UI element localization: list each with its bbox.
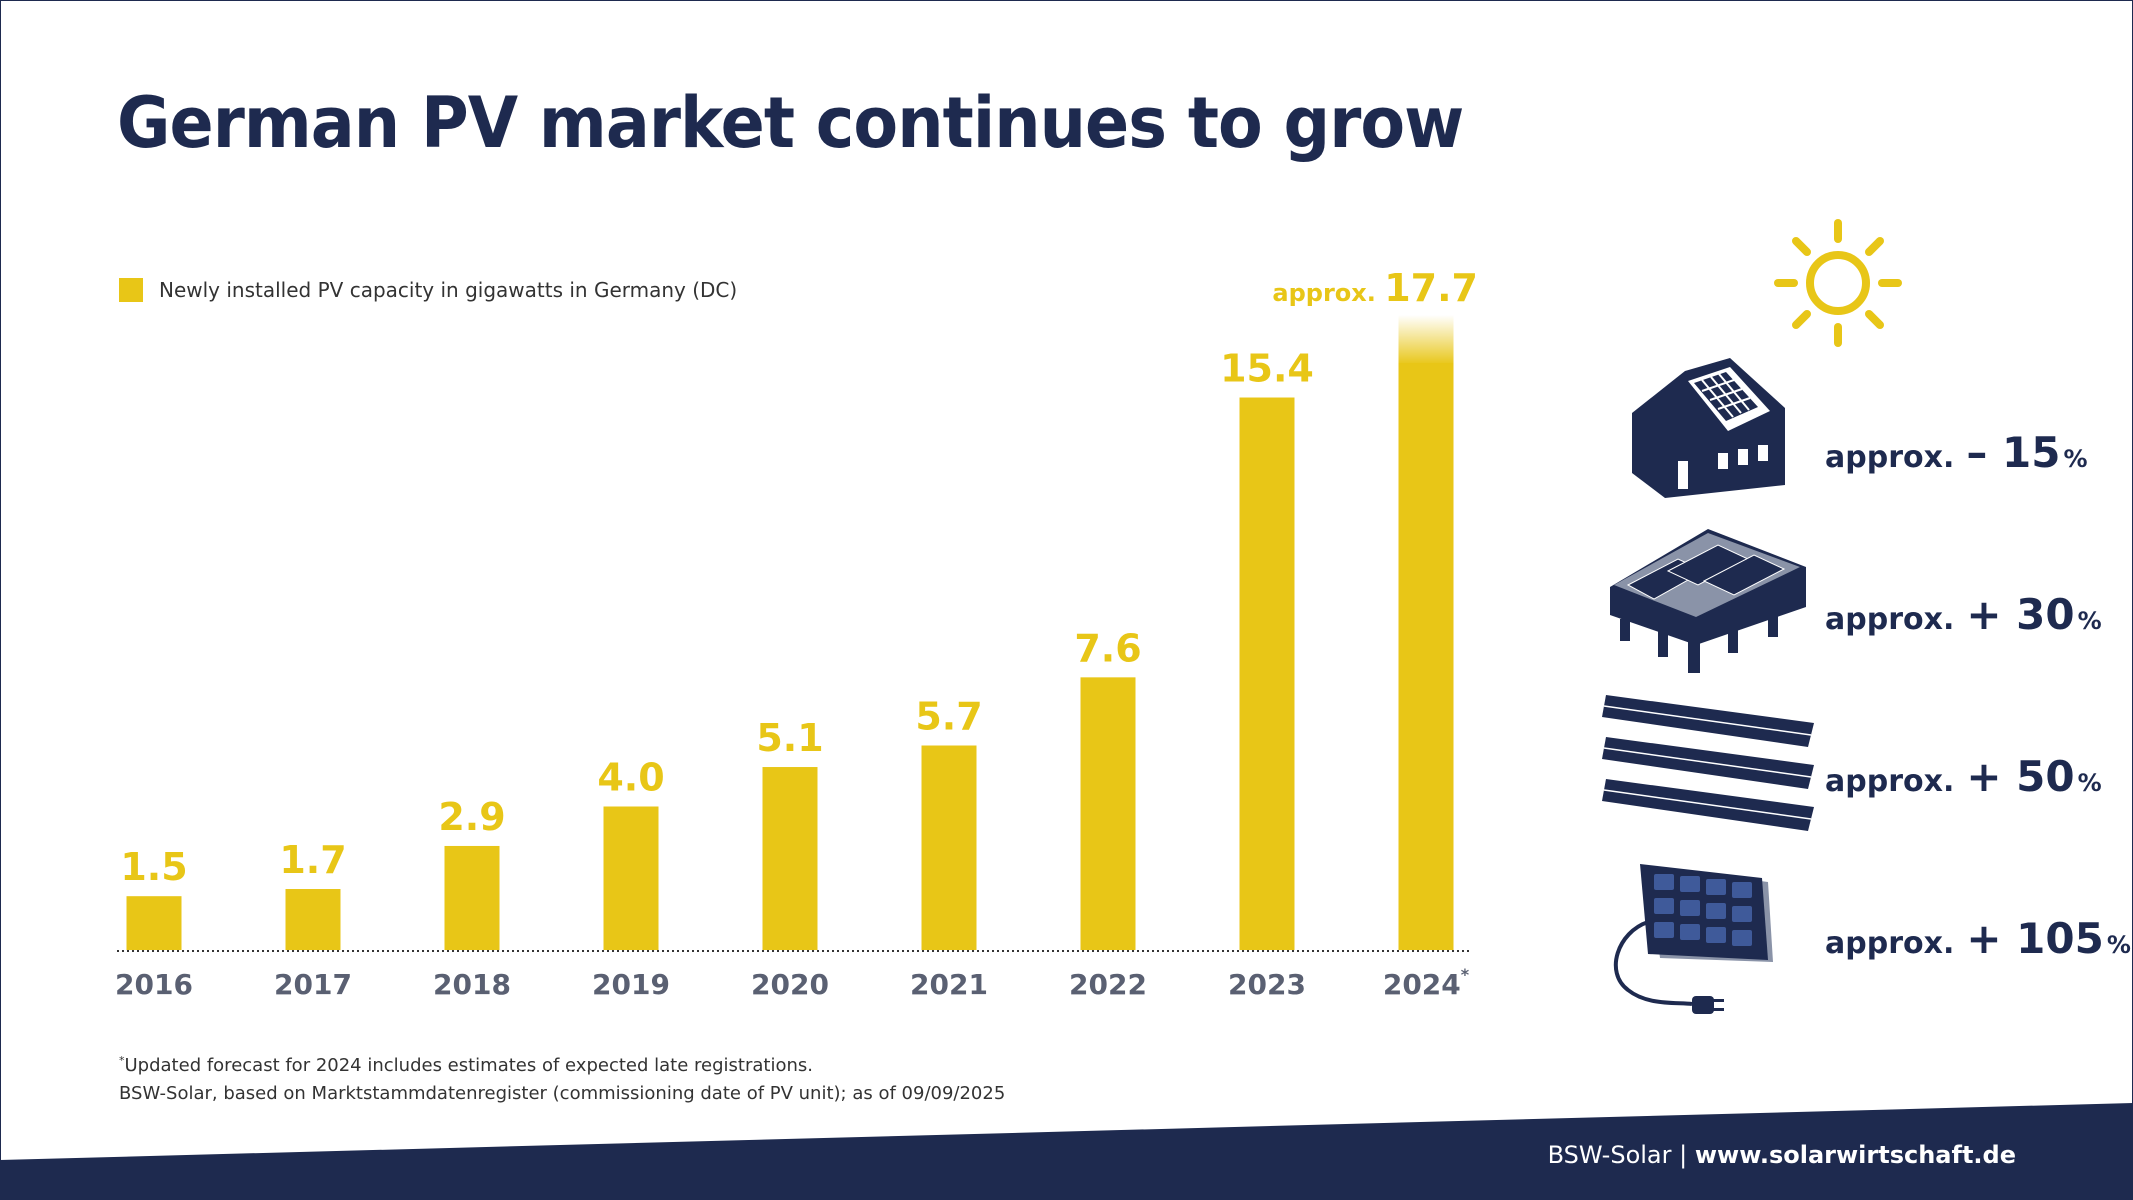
value-label: 15.4 <box>1220 347 1314 391</box>
category-label: 2019 <box>592 968 670 1001</box>
legend-label: Newly installed PV capacity in gigawatts… <box>159 278 738 302</box>
bar-forecast-fade <box>1398 315 1454 365</box>
bars-group: 1.5 2016 1.7 2017 2.9 2018 4.0 2019 5.1 2020 5.7 20… <box>115 266 1478 1001</box>
segment-prefix: approx. <box>1825 926 1955 961</box>
value-label: 4.0 <box>597 755 664 799</box>
value-label: 7.6 <box>1074 626 1141 670</box>
segment-value: + 105 <box>1966 914 2104 963</box>
value-label: 5.7 <box>915 695 982 739</box>
chart-legend: Newly installed PV capacity in gigawatts… <box>119 277 737 303</box>
commercial-roof-icon <box>1608 527 1808 675</box>
bar-2024 <box>1398 363 1454 950</box>
segment-prefix: approx. <box>1825 602 1955 637</box>
bar-2019 <box>603 806 659 950</box>
footnote: *Updated forecast for 2024 includes esti… <box>119 1047 1005 1108</box>
sun-icon <box>1770 215 1906 351</box>
segment-value: – 15 <box>1966 428 2061 477</box>
category-marker: * <box>1461 965 1470 984</box>
ground-mounted-icon <box>1600 693 1815 835</box>
bar-2020 <box>762 767 818 950</box>
bar-2016 <box>126 896 182 950</box>
footer-org: BSW-Solar <box>1547 1141 1672 1169</box>
segment-share-plugin: approx. + 105 % <box>1825 914 2131 963</box>
bar-2018 <box>444 845 500 950</box>
page-title: German PV market continues to grow <box>117 82 1464 164</box>
segment-value: + 30 <box>1966 590 2075 639</box>
house-rooftop-icon <box>1630 353 1790 503</box>
footnote-marker: * <box>119 1054 125 1067</box>
category-label: 2020 <box>751 968 829 1001</box>
value-label: 1.5 <box>120 845 187 889</box>
legend-swatch <box>119 278 143 302</box>
segment-unit: % <box>2063 445 2088 473</box>
category-label: 2022 <box>1069 968 1147 1001</box>
category-label: 2018 <box>433 968 511 1001</box>
footer: BSW-Solar | www.solarwirtschaft.de <box>1548 1141 2016 1169</box>
category-label: 2017 <box>274 968 352 1001</box>
footer-url[interactable]: www.solarwirtschaft.de <box>1694 1141 2016 1169</box>
segment-share-commercial: approx. + 30 % <box>1825 590 2102 639</box>
value-label: approx. 17.7 <box>1272 266 1478 310</box>
segment-unit: % <box>2106 931 2131 959</box>
segment-unit: % <box>2077 607 2102 635</box>
segment-unit: % <box>2077 769 2102 797</box>
segment-prefix: approx. <box>1825 440 1955 475</box>
segment-share-rooftop: approx. – 15 % <box>1825 428 2087 477</box>
category-label: 2021 <box>910 968 988 1001</box>
value-label: 5.1 <box>756 716 823 760</box>
bar-2023 <box>1239 397 1295 950</box>
value-label: 2.9 <box>438 795 505 839</box>
bar-2022 <box>1080 677 1136 950</box>
value-label: 1.7 <box>279 838 346 882</box>
segment-prefix: approx. <box>1825 764 1955 799</box>
plug-in-solar-icon <box>1608 862 1778 1022</box>
segment-share-ground: approx. + 50 % <box>1825 752 2102 801</box>
value-prefix: approx. <box>1272 279 1384 307</box>
footnote-line-2: BSW-Solar, based on Marktstammdatenregis… <box>119 1083 1006 1104</box>
category-label: 2023 <box>1228 968 1306 1001</box>
category-label: 2016 <box>115 968 193 1001</box>
footnote-line-1: *Updated forecast for 2024 includes esti… <box>119 1047 1005 1080</box>
category-label: 2024* <box>1383 965 1470 1001</box>
bar-2017 <box>285 889 341 950</box>
footer-separator: | <box>1679 1141 1688 1169</box>
segment-value: + 50 <box>1966 752 2075 801</box>
footnote-text: Updated forecast for 2024 includes estim… <box>124 1055 813 1076</box>
value-number: 17.7 <box>1384 266 1478 310</box>
bar-2021 <box>921 745 977 950</box>
